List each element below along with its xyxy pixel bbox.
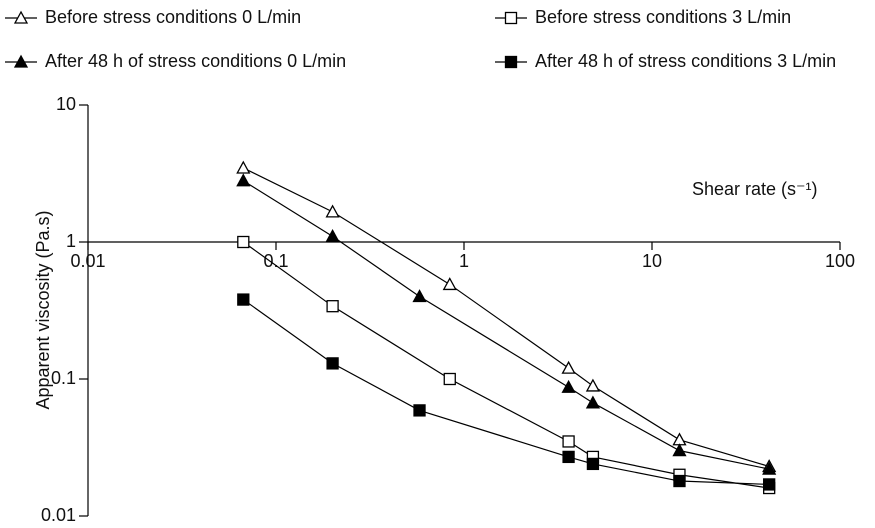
legend-marker bbox=[504, 11, 518, 25]
data-point bbox=[672, 432, 687, 446]
series-line bbox=[242, 299, 770, 486]
y-axis-label: Apparent viscosity (Pa.s) bbox=[33, 210, 53, 409]
data-point bbox=[442, 277, 457, 291]
data-point bbox=[236, 160, 251, 174]
y-tick-label: 0.01 bbox=[41, 505, 76, 525]
data-point bbox=[237, 235, 250, 249]
legend-label: Before stress conditions 3 L/min bbox=[535, 7, 791, 27]
data-point bbox=[413, 404, 426, 417]
legend-label: After 48 h of stress conditions 0 L/min bbox=[45, 51, 346, 71]
legend-marker bbox=[504, 55, 518, 69]
y-tick-label: 10 bbox=[56, 94, 76, 114]
x-tick-label: 10 bbox=[642, 251, 662, 271]
data-point bbox=[562, 450, 575, 464]
y-tick-label: 0.1 bbox=[51, 368, 76, 388]
data-point bbox=[325, 204, 340, 218]
data-point bbox=[326, 300, 339, 313]
data-point bbox=[585, 378, 601, 392]
data-point bbox=[762, 461, 777, 475]
data-point bbox=[561, 379, 576, 393]
data-point bbox=[562, 435, 575, 448]
x-tick-label: 0.01 bbox=[70, 251, 105, 271]
data-point bbox=[763, 478, 776, 491]
data-point bbox=[325, 228, 340, 242]
x-tick-label: 100 bbox=[825, 251, 855, 271]
data-point bbox=[412, 289, 427, 303]
data-point bbox=[585, 395, 601, 409]
x-tick-label: 1 bbox=[459, 251, 469, 271]
data-point bbox=[443, 372, 456, 386]
data-point bbox=[326, 357, 339, 370]
data-point bbox=[586, 457, 600, 471]
x-tick-label: 0.1 bbox=[263, 251, 288, 271]
legend-marker bbox=[13, 10, 29, 24]
x-axis-label: Shear rate (s⁻¹) bbox=[692, 179, 818, 199]
data-point bbox=[673, 474, 686, 488]
data-point bbox=[237, 293, 250, 306]
data-point bbox=[672, 443, 687, 457]
data-point bbox=[561, 360, 576, 374]
series-line bbox=[243, 167, 770, 468]
legend-marker bbox=[13, 54, 29, 68]
legend-label: Before stress conditions 0 L/min bbox=[45, 7, 301, 27]
data-point bbox=[236, 173, 251, 187]
legend-label: After 48 h of stress conditions 3 L/min bbox=[535, 51, 836, 71]
series-line bbox=[242, 241, 770, 489]
y-tick-label: 1 bbox=[66, 231, 76, 251]
